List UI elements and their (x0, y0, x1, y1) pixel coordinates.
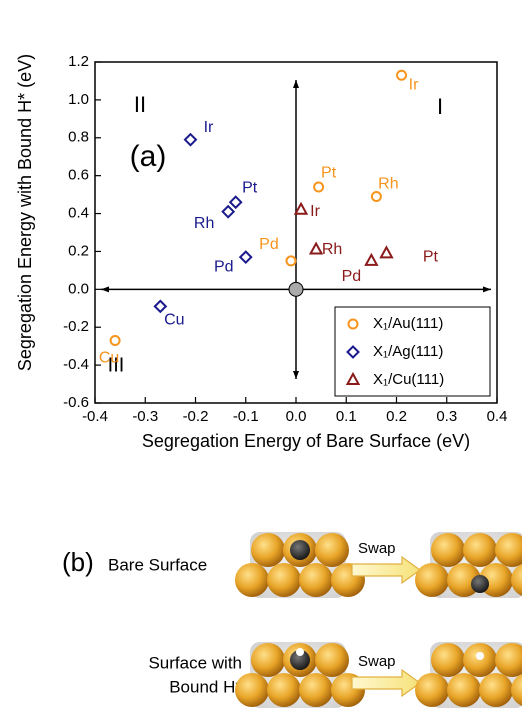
point (308, 241, 324, 255)
point (379, 245, 394, 259)
annotation: I (437, 94, 443, 119)
x-tick-label: 0.1 (336, 408, 357, 425)
point-label: Rh (194, 215, 214, 232)
legend-marker (346, 345, 360, 359)
point-label: Pt (242, 179, 258, 196)
y-tick-label: -0.4 (63, 356, 89, 373)
point (313, 181, 325, 193)
panel-label: (b) (62, 547, 94, 577)
point (238, 250, 253, 265)
point (396, 69, 408, 81)
arrow-head (293, 371, 299, 379)
legend-label: X₁/Ag(111) (373, 343, 443, 360)
annotation: (a) (130, 140, 167, 173)
arrow-head (293, 80, 299, 88)
h-slab-before (235, 642, 365, 708)
point (370, 191, 382, 203)
point-label: Ir (310, 203, 320, 220)
point-label: Ir (409, 76, 419, 93)
panel-b: (b) Bare Surface Swap Surface with Bound… (62, 532, 522, 708)
x-tick-label: -0.4 (82, 408, 108, 425)
y-axis-label: Segregation Energy with Bound H* (eV) (15, 54, 35, 371)
row-label: Surface with (148, 653, 242, 672)
x-tick-label: 0.2 (386, 408, 407, 425)
x-axis-label: Segregation Energy of Bare Surface (eV) (142, 431, 470, 451)
swap-label: Swap (358, 540, 396, 557)
y-tick-label: -0.6 (63, 394, 89, 411)
y-tick-label: -0.2 (63, 318, 89, 335)
bare-slab-before (235, 532, 365, 598)
arrow-head (483, 286, 491, 293)
point-label: Ir (204, 119, 214, 136)
legend-label: X₁/Au(111) (373, 315, 443, 332)
point (228, 195, 243, 210)
x-tick-label: 0.0 (286, 408, 307, 425)
annotation: II (134, 92, 146, 117)
h-slab-after (415, 642, 522, 708)
swap-label: Swap (358, 653, 396, 670)
row-label: Bound H* (169, 677, 242, 696)
x-tick-label: -0.2 (183, 408, 209, 425)
row-label: Bare Surface (108, 555, 207, 574)
point (293, 201, 309, 215)
y-tick-label: 1.0 (68, 91, 89, 108)
x-tick-label: -0.1 (233, 408, 259, 425)
legend-box (334, 306, 491, 397)
point-label: Pt (321, 164, 337, 181)
y-tick-label: 0.8 (68, 129, 89, 146)
point (109, 334, 121, 346)
legend-marker (347, 318, 359, 330)
point-label: Cu (164, 312, 184, 329)
annotation: III (108, 354, 125, 376)
point (183, 132, 198, 147)
legend-label: X₁/Cu(111) (373, 371, 444, 388)
y-tick-label: 0.2 (68, 242, 89, 259)
point-label: Rh (322, 241, 342, 258)
origin (288, 281, 304, 297)
x-tick-label: 0.3 (436, 408, 457, 425)
y-tick-label: 0.6 (68, 167, 89, 184)
y-tick-label: 0.4 (68, 205, 89, 222)
point-label: Pd (259, 236, 279, 253)
point (221, 204, 236, 219)
point-label: Rh (378, 176, 398, 193)
point-label: Pt (423, 249, 439, 266)
point-label: Cu (99, 350, 119, 367)
point (153, 299, 168, 314)
y-tick-label: 1.2 (68, 53, 89, 70)
point-label: Pd (214, 258, 234, 275)
y-tick-label: 0.0 (68, 280, 89, 297)
legend-marker (345, 371, 361, 385)
point (285, 255, 297, 267)
point-label: Pd (342, 268, 362, 285)
arrow-head (101, 286, 109, 293)
x-tick-label: -0.3 (132, 408, 158, 425)
point (364, 252, 379, 266)
x-tick-label: 0.4 (487, 408, 508, 425)
bare-slab-after (415, 532, 522, 598)
